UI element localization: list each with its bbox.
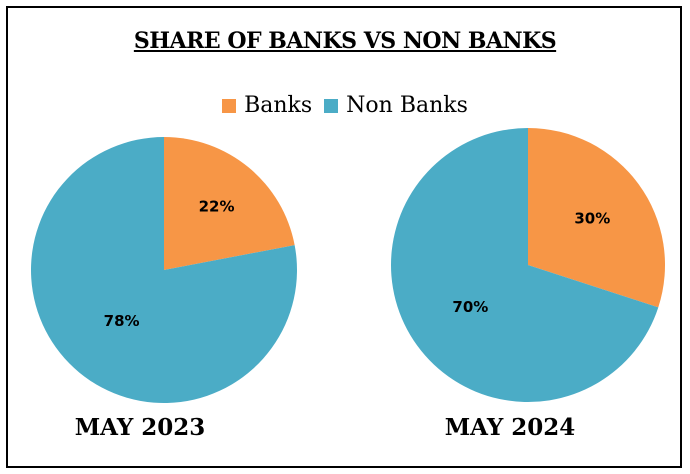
- legend-entry-non-banks: Non Banks: [324, 93, 468, 118]
- pie-slice-banks-may-2023: [164, 137, 295, 270]
- legend-swatch-non-banks: [324, 98, 339, 113]
- chart-title: SHARE OF BANKS VS NON BANKS: [133, 28, 557, 54]
- legend-swatch-banks: [222, 98, 237, 113]
- pie-slice-non-banks-may-2024: [391, 128, 659, 402]
- pie-label-non-banks-may-2023: 78%: [104, 312, 140, 330]
- pie-caption-may-2023: MAY 2023: [74, 414, 206, 441]
- pie-caption-may-2024: MAY 2024: [444, 414, 576, 441]
- pie-label-banks-may-2023: 22%: [199, 197, 235, 215]
- legend: Banks Non Banks: [0, 93, 690, 118]
- pie-label-banks-may-2024: 30%: [574, 209, 610, 227]
- pie-label-non-banks-may-2024: 70%: [452, 298, 488, 316]
- pie-slice-non-banks-may-2023: [31, 137, 298, 403]
- legend-label-banks: Banks: [244, 93, 313, 118]
- pie-may-2024: 30% 70%: [391, 128, 665, 402]
- legend-entry-banks: Banks: [222, 93, 312, 118]
- legend-label-non-banks: Non Banks: [346, 93, 468, 118]
- pie-may-2023: 22% 78%: [31, 137, 298, 403]
- pie-slice-banks-may-2024: [528, 128, 665, 308]
